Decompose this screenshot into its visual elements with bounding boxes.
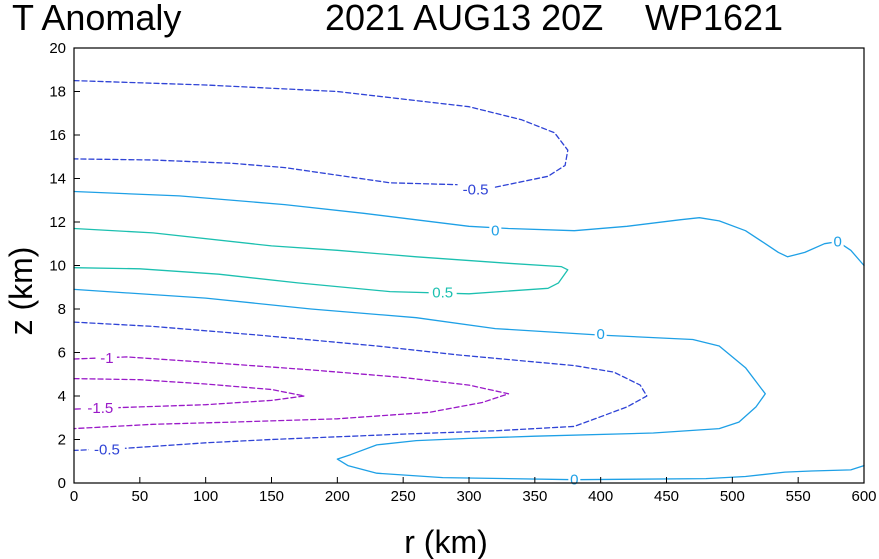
contour-label: 0.5	[432, 285, 453, 302]
y-tick-label: 6	[58, 345, 66, 362]
contour-line-5	[73, 356, 510, 430]
contour-label-background	[489, 222, 502, 239]
contour-label-background	[831, 233, 844, 250]
contour-label-background	[428, 284, 457, 301]
contour-line-4	[73, 321, 648, 452]
x-tick-label: 250	[391, 488, 416, 505]
contour-label: -0.5	[463, 181, 489, 198]
contour-label-background	[96, 349, 117, 366]
x-tick-label: 50	[131, 488, 148, 505]
y-tick-label: 14	[49, 171, 66, 188]
y-tick-label: 8	[58, 301, 66, 318]
contour-label-background	[88, 441, 125, 458]
x-tick-label: 450	[654, 488, 679, 505]
contour-label-layer: -0.5 0 0 0.5 0 -1 -1.5 -0.5 0	[82, 181, 844, 489]
contour-line-0	[73, 79, 569, 188]
contour-line-1	[73, 190, 865, 267]
x-axis-label: r (km)	[404, 524, 488, 559]
contour-label: 0	[596, 326, 604, 343]
x-tick-label: 500	[720, 488, 745, 505]
y-axis-ticks: 0 2 4 6 8 10 12 14 16 18 20	[49, 40, 80, 492]
contour-label-background	[594, 326, 607, 343]
chart-title-variable: T Anomaly	[12, 0, 181, 38]
x-tick-label: 600	[851, 488, 876, 505]
x-tick-label: 0	[70, 488, 78, 505]
y-tick-label: 20	[49, 40, 66, 57]
contour-label: -1.5	[87, 400, 113, 417]
contour-label: 0	[833, 234, 841, 251]
contour-label-background	[82, 399, 119, 416]
plot-frame	[73, 47, 865, 484]
contour-line-6	[73, 377, 306, 410]
contour-label: 0	[570, 472, 578, 489]
x-tick-label: 300	[456, 488, 481, 505]
chart-title-storm: WP1621	[645, 0, 783, 38]
y-tick-label: 10	[49, 258, 66, 275]
x-tick-label: 150	[259, 488, 284, 505]
contour-label-background	[568, 471, 581, 488]
y-tick-label: 12	[49, 214, 66, 231]
x-tick-label: 350	[522, 488, 547, 505]
y-tick-label: 0	[58, 475, 66, 492]
x-tick-label: 400	[588, 488, 613, 505]
chart-title-date: 2021 AUG13 20Z	[325, 0, 603, 38]
x-tick-label: 100	[193, 488, 218, 505]
y-tick-label: 4	[58, 388, 66, 405]
x-axis-ticks: 0 50 100 150 200 250 300 350 400 450 500 550 600	[70, 477, 877, 505]
contour-label: -1	[100, 350, 113, 367]
contour-layer	[73, 79, 865, 481]
x-tick-label: 200	[325, 488, 350, 505]
y-tick-label: 2	[58, 432, 66, 449]
contour-label: -0.5	[94, 441, 120, 458]
contour-line-2	[73, 227, 569, 295]
y-tick-label: 18	[49, 84, 66, 101]
y-tick-label: 16	[49, 127, 66, 144]
contour-label-background	[457, 181, 494, 198]
y-axis-label: z (km)	[3, 247, 39, 336]
x-tick-label: 550	[786, 488, 811, 505]
contour-label: 0	[491, 223, 499, 240]
